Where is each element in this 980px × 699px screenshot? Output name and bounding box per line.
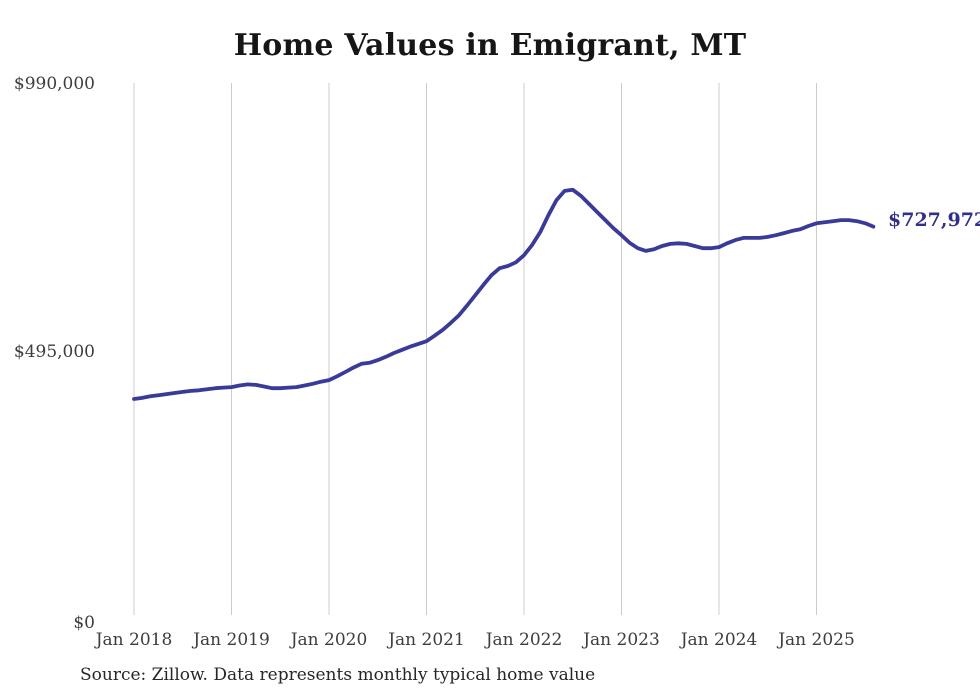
y-axis-tick-mid: $495,000 [13, 342, 95, 362]
y-axis-tick-max: $990,000 [13, 74, 95, 94]
x-axis-tick: Jan 2021 [388, 630, 465, 650]
source-note: Source: Zillow. Data represents monthly … [80, 665, 596, 685]
x-axis-tick: Jan 2019 [193, 630, 270, 650]
home-value-line [132, 187, 876, 401]
end-value-label: $727,972 [888, 209, 980, 231]
x-axis-tick: Jan 2020 [290, 630, 368, 650]
x-axis-tick: Jan 2025 [778, 630, 855, 650]
x-axis-tick: Jan 2018 [95, 630, 173, 650]
x-axis-tick: Jan 2022 [485, 630, 563, 650]
x-axis-tick: Jan 2024 [680, 630, 758, 650]
y-axis-tick-zero: $0 [73, 613, 95, 633]
chart-title: Home Values in Emigrant, MT [233, 28, 747, 63]
x-axis-tick: Jan 2023 [583, 630, 660, 650]
